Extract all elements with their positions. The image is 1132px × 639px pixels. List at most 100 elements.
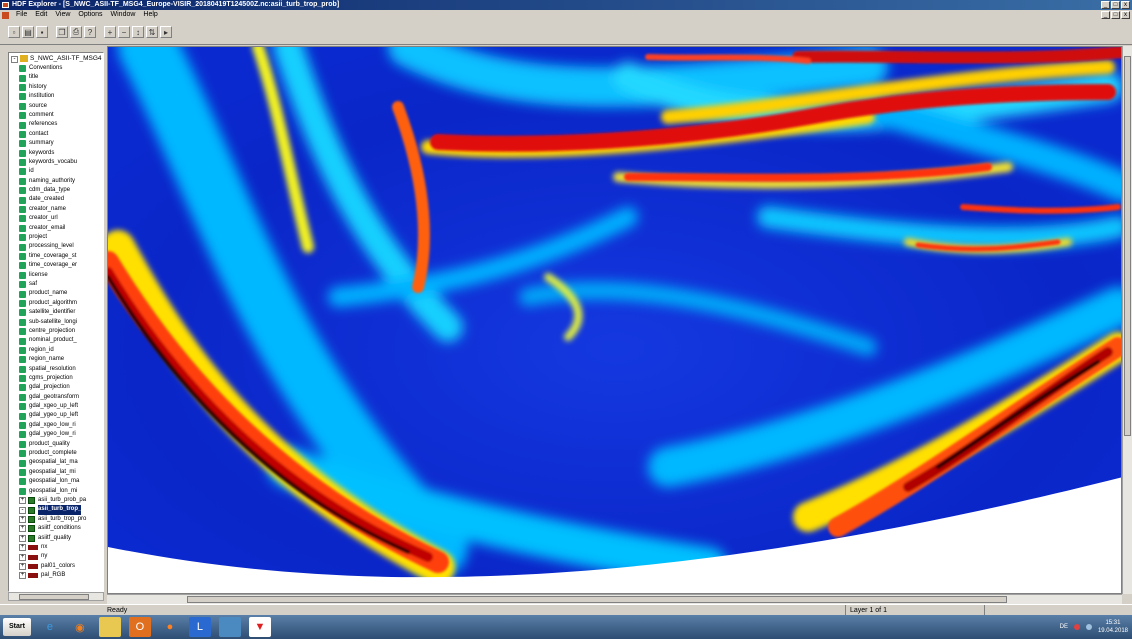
tree-horizontal-scrollbar[interactable]: [8, 592, 104, 601]
firefox-icon[interactable]: ●: [166, 621, 174, 633]
hdf-icon[interactable]: ▼: [248, 617, 271, 637]
minimize-button[interactable]: _: [1101, 1, 1110, 9]
clock[interactable]: 15:31 19.04.2018: [1097, 620, 1128, 634]
tree-item[interactable]: processing_level: [19, 242, 103, 251]
tree-item[interactable]: naming_authority: [19, 177, 103, 186]
tree-item[interactable]: spatial_resolution: [19, 365, 103, 374]
tree-item[interactable]: creator_name: [19, 205, 103, 214]
tree-item[interactable]: gdal_ygeo_up_left: [19, 411, 103, 420]
tree-item[interactable]: + pal_RGB: [19, 571, 103, 580]
doc-minimize-button[interactable]: _: [1101, 11, 1110, 19]
tree-item[interactable]: sub-satellite_longi: [19, 318, 103, 327]
tree-item[interactable]: keywords: [19, 149, 103, 158]
expand-icon[interactable]: +: [19, 525, 26, 533]
tree-item[interactable]: gdal_ygeo_low_ri: [19, 430, 103, 439]
expand-icon[interactable]: +: [19, 572, 26, 580]
tree-item[interactable]: geospatial_lat_mi: [19, 468, 103, 477]
tree-item[interactable]: title: [19, 73, 103, 82]
tree-item[interactable]: creator_email: [19, 224, 103, 233]
file-tree[interactable]: - S_NWC_ASII-TF_MSG4 Conventions title hist…: [8, 52, 104, 592]
expand-icon[interactable]: +: [19, 562, 26, 570]
doc-restore-button[interactable]: □: [1111, 11, 1120, 19]
expand-icon[interactable]: +: [19, 553, 26, 561]
maximize-button[interactable]: □: [1111, 1, 1120, 9]
tree-item[interactable]: cdm_data_type: [19, 186, 103, 195]
print-icon[interactable]: ⎙: [70, 26, 82, 38]
zoom-in-icon[interactable]: +: [104, 26, 116, 38]
outlook-icon[interactable]: O: [128, 617, 151, 637]
copy-icon[interactable]: ❐: [56, 26, 68, 38]
tree-item[interactable]: product_quality: [19, 440, 103, 449]
tree-item[interactable]: id: [19, 167, 103, 176]
collapse-icon[interactable]: -: [11, 56, 18, 64]
menu-file[interactable]: File: [16, 11, 28, 18]
tree-item[interactable]: + nx: [19, 543, 103, 552]
menu-help[interactable]: Help: [143, 11, 158, 18]
tree-item[interactable]: product_name: [19, 289, 103, 298]
tree-item[interactable]: + asiitf_conditions: [19, 524, 103, 533]
start-button[interactable]: Start: [3, 618, 31, 636]
tree-item[interactable]: time_coverage_er: [19, 261, 103, 270]
tree-root[interactable]: - S_NWC_ASII-TF_MSG4: [11, 55, 102, 64]
tree-item[interactable]: geospatial_lon_ma: [19, 477, 103, 486]
tree-item[interactable]: history: [19, 83, 103, 92]
tree-item[interactable]: centre_projection: [19, 327, 103, 336]
tree-item[interactable]: + asii_turb_trop_pro: [19, 515, 103, 524]
zoom-out-icon[interactable]: −: [118, 26, 130, 38]
tree-item[interactable]: project: [19, 233, 103, 242]
expand-icon[interactable]: +: [19, 515, 26, 523]
tree-item[interactable]: gdal_geotransform: [19, 393, 103, 402]
menu-edit[interactable]: Edit: [35, 11, 48, 18]
tree-item[interactable]: institution: [19, 92, 103, 101]
lync-icon[interactable]: L: [188, 617, 211, 637]
menu-window[interactable]: Window: [110, 11, 136, 18]
tree-item[interactable]: time_coverage_st: [19, 252, 103, 261]
help-icon[interactable]: ?: [84, 26, 96, 38]
image-view[interactable]: [107, 46, 1122, 594]
tree-item[interactable]: comment: [19, 111, 103, 120]
tree-item[interactable]: + asii_turb_prob_pa: [19, 496, 103, 505]
open-icon[interactable]: ▤: [22, 26, 34, 38]
tree-item[interactable]: Conventions: [19, 64, 103, 73]
tree-item[interactable]: product_algorithm: [19, 299, 103, 308]
volume-icon[interactable]: [1085, 624, 1092, 630]
tree-item[interactable]: geospatial_lat_ma: [19, 458, 103, 467]
tree-item[interactable]: + asiitf_quality: [19, 534, 103, 543]
play-icon[interactable]: ▸: [160, 26, 172, 38]
collapse-icon[interactable]: -: [19, 506, 26, 514]
expand-icon[interactable]: +: [19, 544, 26, 552]
menu-options[interactable]: Options: [78, 11, 103, 18]
tree-item[interactable]: references: [19, 120, 103, 129]
tree-item[interactable]: gdal_xgeo_low_ri: [19, 421, 103, 430]
tree-item[interactable]: region_id: [19, 346, 103, 355]
tree-item[interactable]: gdal_xgeo_up_left: [19, 402, 103, 411]
tree-item[interactable]: date_created: [19, 195, 103, 204]
vertical-scrollbar[interactable]: [1122, 46, 1132, 594]
tree-item[interactable]: nominal_product_: [19, 336, 103, 345]
tree-item[interactable]: product_complete: [19, 449, 103, 458]
tree-item[interactable]: keywords_vocabu: [19, 158, 103, 167]
new-icon[interactable]: ▫: [8, 26, 20, 38]
tree-item[interactable]: geospatial_lon_mi: [19, 487, 103, 496]
tree-item[interactable]: source: [19, 102, 103, 111]
close-button[interactable]: x: [1121, 1, 1130, 9]
tree-item[interactable]: contact: [19, 130, 103, 139]
tree-item[interactable]: creator_url: [19, 214, 103, 223]
expand-icon[interactable]: +: [19, 497, 26, 505]
horizontal-scrollbar[interactable]: [107, 594, 1122, 604]
doc-close-button[interactable]: x: [1121, 11, 1130, 19]
language-indicator[interactable]: DE: [1059, 624, 1068, 630]
fit-icon[interactable]: ↕: [132, 26, 144, 38]
tree-item[interactable]: + pal01_colors: [19, 562, 103, 571]
tree-item[interactable]: satellite_identifier: [19, 308, 103, 317]
tree-item[interactable]: - asii_turb_trop_: [19, 505, 103, 515]
media-icon[interactable]: ◉: [75, 621, 85, 634]
ie-icon[interactable]: e: [46, 621, 54, 633]
tree-item[interactable]: + ny: [19, 552, 103, 561]
tree-item[interactable]: summary: [19, 139, 103, 148]
tree-item[interactable]: region_name: [19, 355, 103, 364]
save-icon[interactable]: ▪: [36, 26, 48, 38]
remote-icon[interactable]: [218, 617, 241, 637]
flip-icon[interactable]: ⇅: [146, 26, 158, 38]
document-icon[interactable]: [2, 11, 9, 19]
